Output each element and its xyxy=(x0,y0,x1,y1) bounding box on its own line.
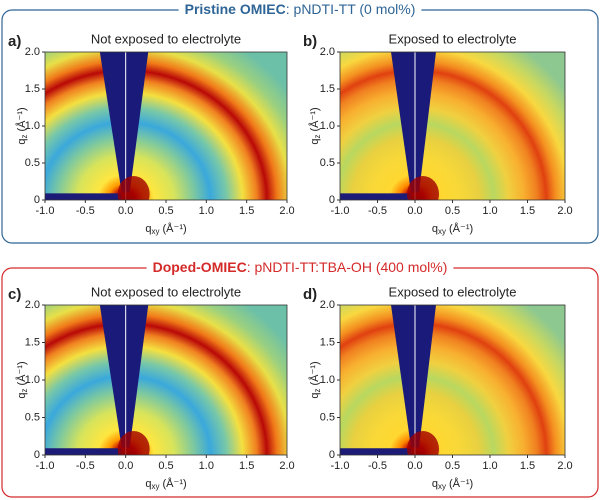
y-tick-label: 2.0 xyxy=(25,299,40,311)
panel-subtitle: Exposed to electrolyte xyxy=(389,31,517,46)
y-tick-label: 2.0 xyxy=(320,46,335,58)
panel-subtitle: Not exposed to electrolyte xyxy=(91,31,241,46)
scattering-image xyxy=(340,305,565,455)
y-tick-label: 2.0 xyxy=(25,46,40,58)
axis-label: qxy (Å⁻¹) xyxy=(432,222,473,236)
panel-label: c) xyxy=(8,286,21,303)
y-tick-label: 1.5 xyxy=(320,336,335,348)
x-tick-label: 1.0 xyxy=(482,205,497,217)
x-tick-label: 0.5 xyxy=(445,460,460,472)
x-tick-label: 2.0 xyxy=(557,460,572,472)
x-tick-label: 0.5 xyxy=(445,205,460,217)
x-tick-label: -1.0 xyxy=(331,205,350,217)
x-tick-label: 1.0 xyxy=(199,205,214,217)
x-tick-label: -1.0 xyxy=(36,460,55,472)
axis-label: qxy (Å⁻¹) xyxy=(145,222,186,236)
panel-label: b) xyxy=(303,33,317,50)
y-tick-label: 1.5 xyxy=(320,83,335,95)
group-title: Pristine OMIEC: pNDTI-TT (0 mol%) xyxy=(185,1,416,17)
group-title: Doped-OMIEC: pNDTI-TT:TBA-OH (400 mol%) xyxy=(153,259,448,275)
axis-label: qxy (Å⁻¹) xyxy=(432,477,473,491)
x-tick-label: 1.0 xyxy=(199,460,214,472)
x-tick-label: -0.5 xyxy=(76,205,95,217)
x-tick-label: 1.5 xyxy=(239,460,254,472)
y-tick-label: 1.5 xyxy=(25,83,40,95)
x-tick-label: -0.5 xyxy=(368,205,387,217)
x-tick-label: 0.0 xyxy=(407,460,422,472)
x-tick-label: 0.5 xyxy=(158,460,173,472)
x-tick-label: -0.5 xyxy=(76,460,95,472)
x-tick-label: 0.0 xyxy=(118,205,133,217)
y-tick-label: 1.0 xyxy=(320,120,335,132)
y-tick-label: 0.5 xyxy=(320,157,335,169)
panel-subtitle: Not exposed to electrolyte xyxy=(91,284,241,299)
x-tick-label: -0.5 xyxy=(368,460,387,472)
x-tick-label: 0.5 xyxy=(158,205,173,217)
x-tick-label: 0.0 xyxy=(118,460,133,472)
y-tick-label: 0 xyxy=(329,449,335,461)
x-tick-label: -1.0 xyxy=(331,460,350,472)
y-tick-label: 1.0 xyxy=(25,374,40,386)
y-tick-label: 1.0 xyxy=(25,120,40,132)
y-tick-label: 0.5 xyxy=(25,411,40,423)
panel-subtitle: Exposed to electrolyte xyxy=(389,284,517,299)
axis-label: qz (Å⁻¹) xyxy=(308,107,322,144)
axis-label: qz (Å⁻¹) xyxy=(15,107,29,144)
y-tick-label: 0.5 xyxy=(320,411,335,423)
y-tick-label: 1.0 xyxy=(320,374,335,386)
x-tick-label: 0.0 xyxy=(407,205,422,217)
y-tick-label: 0 xyxy=(34,194,40,206)
panel-label: a) xyxy=(8,33,21,50)
axis-label: qz (Å⁻¹) xyxy=(308,361,322,398)
y-tick-label: 0.5 xyxy=(25,157,40,169)
x-tick-label: 1.5 xyxy=(520,460,535,472)
scattering-image xyxy=(45,52,287,200)
axis-label: qxy (Å⁻¹) xyxy=(145,477,186,491)
x-tick-label: 2.0 xyxy=(279,460,294,472)
y-tick-label: 0 xyxy=(34,449,40,461)
axis-label: qz (Å⁻¹) xyxy=(15,361,29,398)
scattering-image xyxy=(45,305,287,455)
x-tick-label: 1.5 xyxy=(239,205,254,217)
x-tick-label: -1.0 xyxy=(36,205,55,217)
x-tick-label: 2.0 xyxy=(279,205,294,217)
x-tick-label: 1.0 xyxy=(482,460,497,472)
y-tick-label: 0 xyxy=(329,194,335,206)
panel-label: d) xyxy=(303,286,317,303)
y-tick-label: 1.5 xyxy=(25,336,40,348)
y-tick-label: 2.0 xyxy=(320,299,335,311)
x-tick-label: 1.5 xyxy=(520,205,535,217)
scattering-image xyxy=(340,52,565,200)
x-tick-label: 2.0 xyxy=(557,205,572,217)
